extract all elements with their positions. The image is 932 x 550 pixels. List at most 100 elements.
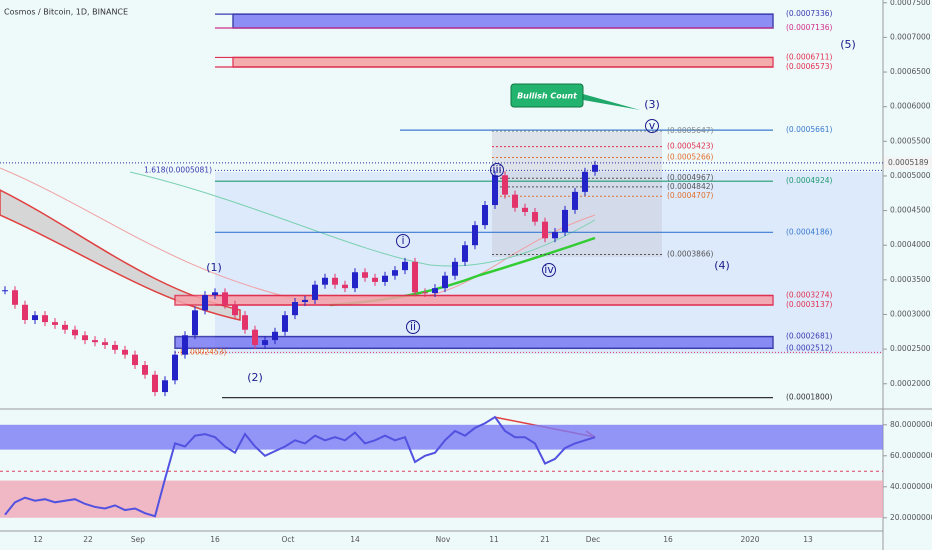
last-price-label: 0.0005189 — [888, 158, 929, 167]
candle — [112, 344, 118, 350]
x-tick-label: 21 — [540, 535, 550, 544]
level-label: (0.0003137) — [786, 300, 832, 309]
extension-label: 1.618(0.0005081) — [144, 165, 212, 174]
candle — [172, 354, 178, 381]
wave-label: (3) — [644, 98, 660, 111]
candle — [402, 261, 408, 271]
x-tick-label: 12 — [33, 535, 43, 544]
y-tick-label: 0.0002000 — [890, 379, 931, 388]
candle — [252, 329, 258, 345]
callout: Bullish Count — [510, 83, 640, 110]
candle — [192, 310, 198, 336]
candle — [42, 315, 48, 323]
callout-text: Bullish Count — [517, 92, 578, 101]
candle — [142, 365, 148, 375]
x-tick-label: 22 — [83, 535, 93, 544]
fib-label: (0.0005266) — [667, 153, 713, 162]
x-tick-label: 14 — [350, 535, 360, 544]
level-label: (0.0002681) — [786, 332, 832, 341]
fib-label: (0.0005647) — [667, 126, 713, 135]
wave-circle — [406, 320, 420, 334]
level-label: (0.0005661) — [786, 125, 832, 134]
candle — [512, 194, 518, 208]
y-tick-label: 0.0006500 — [890, 67, 931, 76]
x-tick-label: 13 — [803, 535, 813, 544]
rsi-line — [4, 415, 596, 518]
candle — [202, 295, 208, 311]
candle — [152, 374, 158, 393]
candle — [372, 277, 378, 282]
y-tick-label: 60.0000000 — [890, 451, 932, 460]
wave-circle — [396, 234, 410, 248]
y-tick-label: 0.0002500 — [890, 344, 931, 353]
candle — [482, 205, 488, 226]
candle — [2, 290, 8, 292]
y-tick-label: 0.0005000 — [890, 171, 931, 180]
level-label: (0.0006573) — [786, 62, 832, 71]
y-tick-label: 0.0004000 — [890, 240, 931, 249]
candle — [522, 207, 528, 212]
fib-label: (0.0003866) — [667, 249, 713, 258]
candle — [122, 349, 128, 355]
y-tick-label: 0.0005500 — [890, 136, 931, 145]
candle — [102, 342, 108, 345]
level-box — [174, 294, 774, 306]
wave-circle — [490, 163, 504, 177]
level-box — [232, 13, 774, 29]
candle — [562, 209, 568, 233]
candle — [212, 292, 218, 296]
candle — [62, 324, 68, 330]
candle — [282, 315, 288, 332]
candle — [452, 261, 458, 276]
candle — [222, 292, 228, 305]
candle — [412, 261, 418, 293]
candle — [322, 277, 328, 285]
x-tick-label: 16 — [210, 535, 220, 544]
y-tick-label: 0.0004500 — [890, 206, 931, 215]
candle — [332, 277, 338, 285]
wave-label: v — [649, 119, 656, 132]
candle — [72, 329, 78, 336]
fib-label: (0.0004842) — [667, 182, 713, 191]
level-label: (0.0003274) — [786, 291, 832, 300]
x-tick-label: 16 — [663, 535, 673, 544]
x-tick-label: Sep — [131, 535, 145, 544]
candle — [532, 211, 538, 222]
candle — [162, 380, 168, 393]
y-tick-label: 0.0007000 — [890, 32, 931, 41]
wave-label: i — [401, 234, 404, 247]
y-tick-label: 0.0003000 — [890, 309, 931, 318]
candle — [302, 299, 308, 303]
level-label: (0.0007136) — [786, 23, 832, 32]
candle — [12, 290, 18, 305]
level-label: (0.0001800) — [786, 393, 832, 402]
candle — [262, 340, 268, 345]
candle — [32, 315, 38, 321]
fib-label: (0.0005423) — [667, 142, 713, 151]
rsi-band — [0, 480, 883, 518]
candle — [132, 354, 138, 366]
wave-label: (5) — [840, 38, 856, 51]
x-tick-label: Dec — [586, 535, 601, 544]
wave-label: ii — [410, 320, 416, 333]
wave-label: (4) — [714, 259, 730, 272]
candle — [592, 164, 598, 172]
candle — [542, 221, 548, 239]
candle — [492, 175, 498, 206]
x-tick-label: Oct — [282, 535, 295, 544]
candle — [392, 270, 398, 276]
y-tick-label: 0.0003500 — [890, 275, 931, 284]
y-tick-label: 20.0000000 — [890, 513, 932, 522]
candle — [272, 331, 278, 341]
candle — [362, 272, 368, 278]
candle — [352, 272, 358, 289]
y-tick-label: 0.0007500 — [890, 0, 931, 7]
candle — [92, 340, 98, 343]
level-label: (0.0006711) — [786, 52, 832, 61]
level-box — [232, 56, 774, 68]
candle — [472, 225, 478, 246]
level-label: (0.0004924) — [786, 176, 832, 185]
candle — [422, 292, 428, 294]
y-tick-label: 80.0000000 — [890, 420, 932, 429]
candle — [82, 335, 88, 341]
